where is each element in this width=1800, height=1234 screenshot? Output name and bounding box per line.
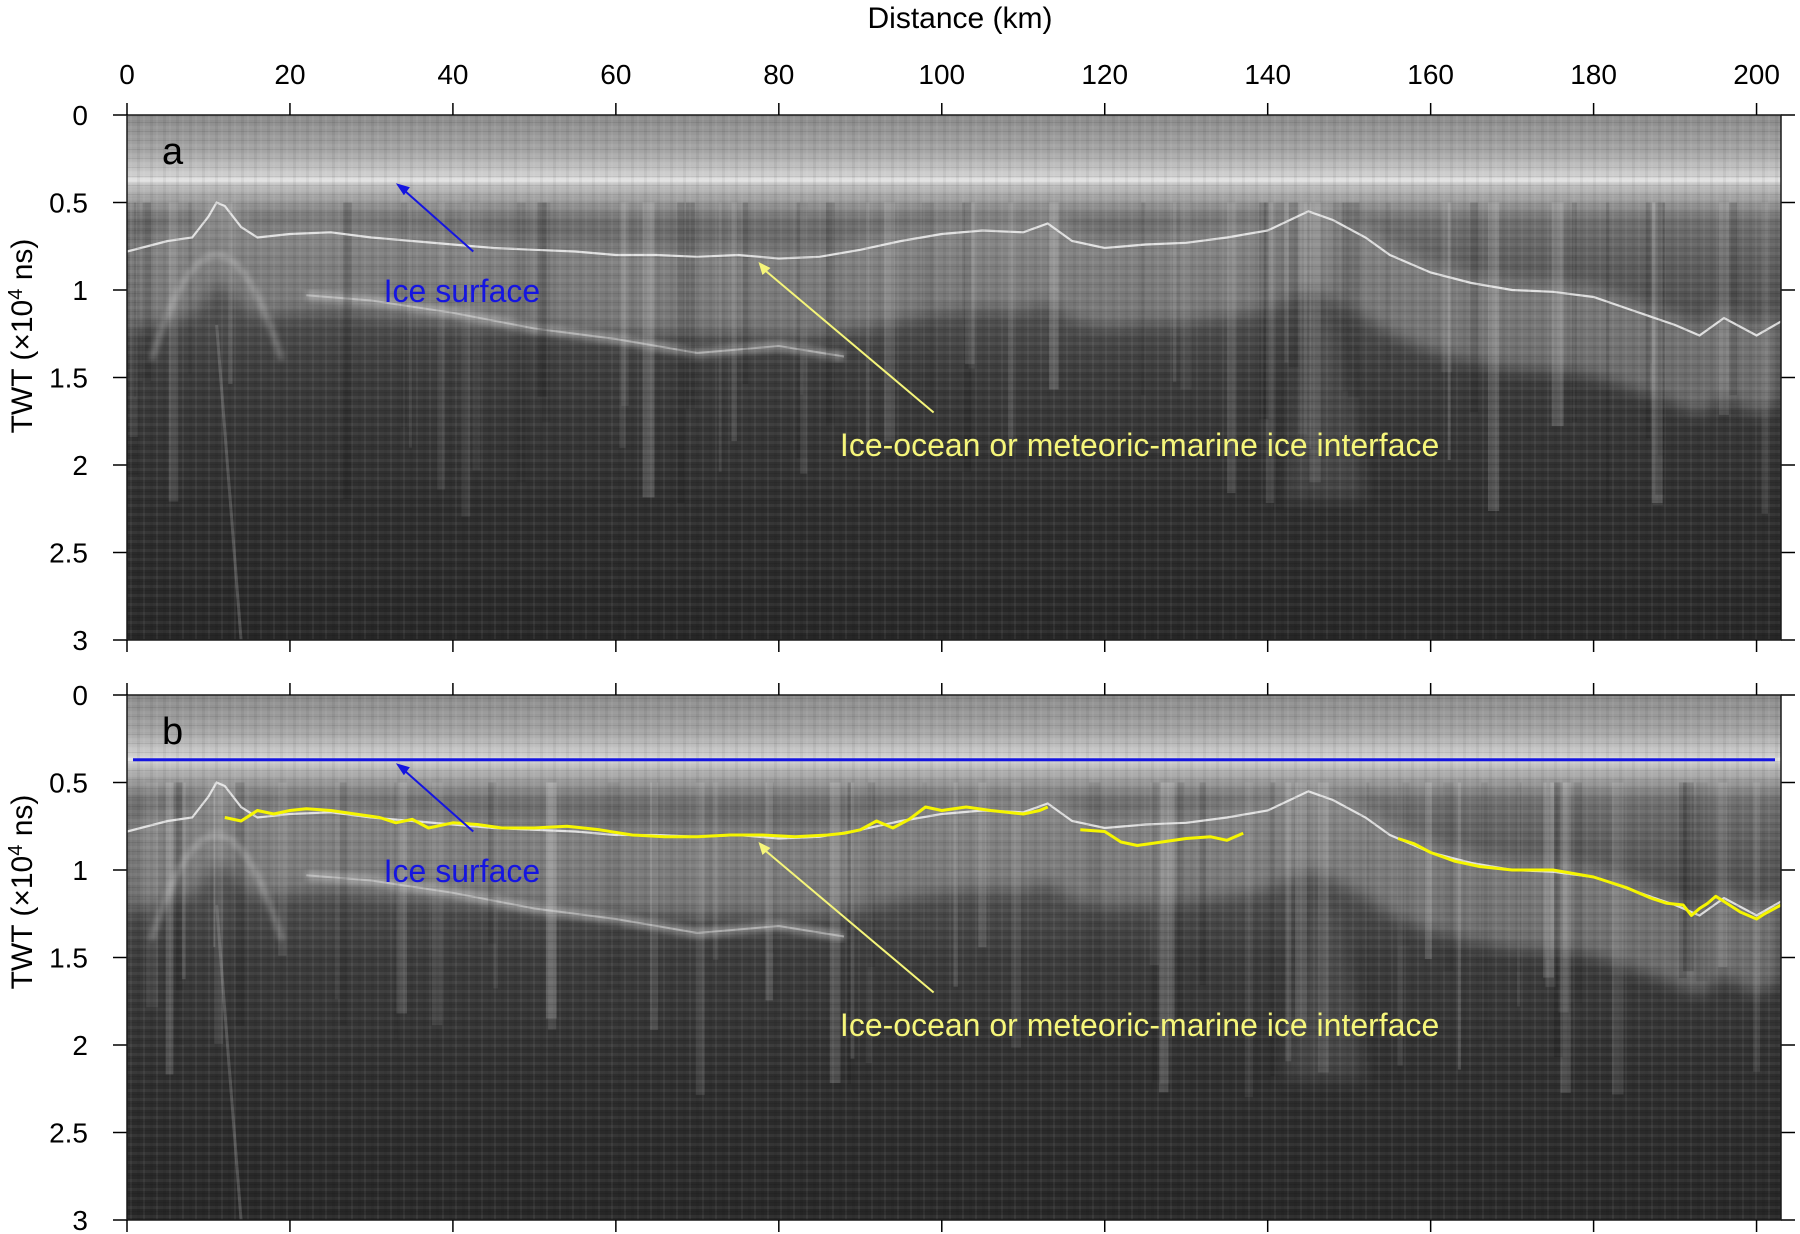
x-tick-label: 200	[1733, 59, 1780, 90]
interface-pick	[224, 805, 1781, 921]
x-tick-label: 160	[1407, 59, 1454, 90]
y-tick-label: 2	[72, 1030, 88, 1061]
x-tick-label: 140	[1244, 59, 1291, 90]
panel-a-y-axis-title: TWT (×104 ns)	[5, 239, 39, 434]
ice-surface-arrowhead	[395, 183, 410, 196]
y-tick-label: 1.5	[49, 943, 88, 974]
panel-a-radargram-image	[127, 115, 1781, 640]
panel-b-y-axis-ticks: 0 0.5 1 1.5 2 2.5 3	[49, 680, 1795, 1234]
ice-surface-arrowhead	[395, 763, 410, 776]
y-tick-label: 3	[72, 625, 88, 656]
y-tick-label: 0	[72, 680, 88, 711]
panel-a-y-axis-ticks: 0 0.5 1 1.5 2 2.5 3	[49, 100, 1795, 656]
y-tick-label: 0.5	[49, 768, 88, 799]
x-tick-label: 20	[274, 59, 305, 90]
plot-frame	[126, 694, 1782, 1221]
x-axis-title: Distance (km)	[867, 2, 1052, 35]
panel-b-y-axis-title: TWT (×104 ns)	[5, 795, 39, 990]
panel-b-radargram-image	[127, 695, 1781, 1220]
ice-surface-arrow	[401, 187, 474, 253]
interface-arrowhead	[758, 842, 771, 855]
y-tick-label: 1	[72, 275, 88, 306]
interface-annotation: Ice-ocean or meteoric-marine ice interfa…	[840, 1007, 1439, 1043]
x-tick-label: 80	[763, 59, 794, 90]
x-tick-label: 40	[437, 59, 468, 90]
plot-frame	[126, 114, 1782, 641]
vertical-noise	[127, 695, 1781, 1220]
y-tick-label: 0	[72, 100, 88, 131]
y-tick-label: 3	[72, 1205, 88, 1234]
y-tick-label: 1.5	[49, 363, 88, 394]
y-tick-label: 2.5	[49, 1118, 88, 1149]
y-tick-label: 1	[72, 855, 88, 886]
interface-arrow	[762, 268, 935, 414]
x-tick-label: 60	[600, 59, 631, 90]
y-tick-label: 0.5	[49, 188, 88, 219]
x-tick-label: 180	[1570, 59, 1617, 90]
panel-b-label: b	[162, 711, 183, 753]
ice-surface-annotation: Ice surface	[384, 273, 541, 309]
interface-annotation: Ice-ocean or meteoric-marine ice interfa…	[840, 427, 1439, 463]
panel-b-annotations: Ice surface Ice-ocean or meteoric-marine …	[384, 763, 1439, 1043]
x-tick-label: 0	[119, 59, 135, 90]
y-tick-label: 2.5	[49, 538, 88, 569]
interface-arrowhead	[758, 262, 771, 275]
panel-a-annotations: Ice surface Ice-ocean or meteoric-marine …	[384, 183, 1439, 463]
panel-a: 0 0.5 1 1.5 2 2.5 3 TWT (×104 ns) a Ice surfac…	[5, 100, 1795, 656]
y-tick-label: 2	[72, 450, 88, 481]
x-tick-label: 120	[1081, 59, 1128, 90]
x-tick-label: 100	[918, 59, 965, 90]
ice-surface-arrow	[401, 767, 474, 833]
vertical-noise	[127, 115, 1781, 640]
panel-b: 0 0.5 1 1.5 2 2.5 3 TWT (×104 ns) b Ice surfac…	[5, 680, 1795, 1234]
interface-arrow	[762, 848, 935, 994]
ice-surface-annotation: Ice surface	[384, 853, 541, 889]
x-axis-ticks: 0 20 40 60 80 100 120 140 160 180 200	[119, 59, 1780, 90]
panel-a-label: a	[162, 131, 184, 173]
